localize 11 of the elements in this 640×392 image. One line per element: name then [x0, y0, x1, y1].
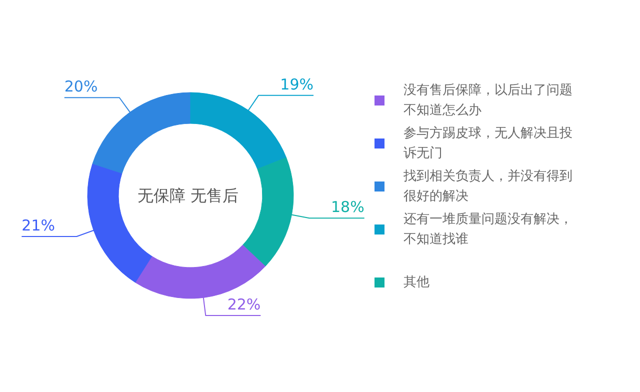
legend-label: 找到相关负责人，并没有得到很好的解决 [402, 168, 572, 204]
text: 无保障 无售后 [137, 186, 239, 205]
data-label: 22% [227, 296, 261, 314]
legend-label: 参与方踢皮球，无人解决且投诉无门 [404, 124, 572, 162]
data-label: 18% [331, 198, 364, 216]
data-label: 20% [64, 78, 98, 96]
data-label: 19% [280, 75, 314, 94]
legend-label: 还有一堆质量问题没有解决，不知道找谁 [404, 212, 572, 248]
legend-label: 其他 [404, 275, 430, 290]
legend-label: 没有售后保障，以后出了问题不知道怎么办 [404, 82, 572, 118]
data-label: 21% [22, 216, 55, 234]
